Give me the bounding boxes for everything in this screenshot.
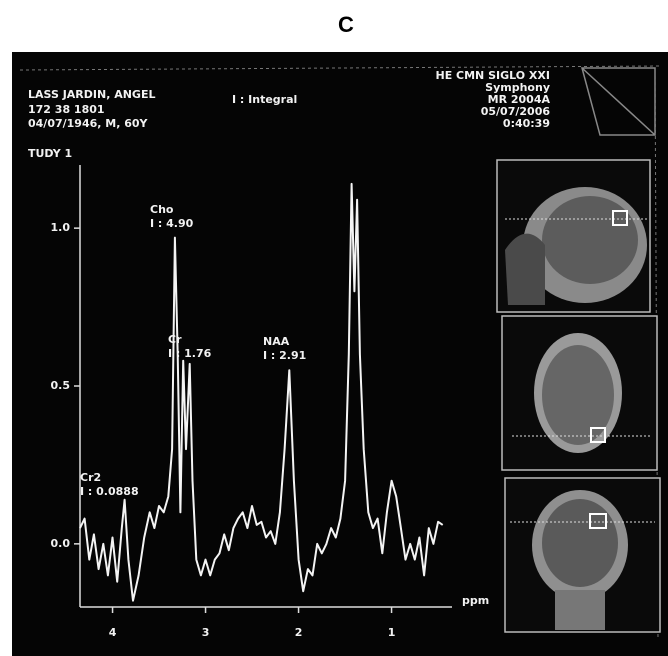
x-axis-label: ppm [462, 594, 489, 607]
peak-label: NAA [263, 335, 290, 348]
patient-id: 172 38 1801 [28, 103, 105, 116]
peak-integral: I : 4.90 [150, 217, 194, 230]
y-tick-label: 0.0 [51, 537, 71, 550]
time: 0:40:39 [503, 117, 550, 130]
axial-brain [542, 345, 614, 445]
peak-label: Cho [150, 203, 174, 216]
page: C LASS JARDIN, ANGEL 172 38 1801 04/07/1… [0, 0, 668, 656]
study: TUDY 1 [28, 147, 72, 160]
x-tick-label: 2 [295, 626, 303, 639]
patient-name: LASS JARDIN, ANGEL [28, 88, 156, 101]
x-tick-label: 4 [109, 626, 117, 639]
sagittal-brain [542, 196, 638, 284]
y-tick-label: 0.5 [51, 379, 71, 392]
peak-label: Cr [168, 333, 182, 346]
peak-label: Cr2 [80, 471, 101, 484]
coronal-brain [542, 499, 618, 587]
y-tick-label: 1.0 [51, 221, 71, 234]
patient-info: 04/07/1946, M, 60Y [28, 117, 149, 130]
x-tick-label: 3 [202, 626, 210, 639]
x-tick-label: 1 [388, 626, 396, 639]
peak-integral: I : 0.0888 [80, 485, 139, 498]
peak-integral: I : 2.91 [263, 349, 306, 362]
mri-thumbnails [497, 160, 660, 632]
mode: I : Integral [232, 93, 297, 106]
figure-label: C [338, 12, 354, 37]
peak-integral: I : 1.76 [168, 347, 212, 360]
coronal-neck [555, 590, 605, 630]
sagittal-face [505, 234, 545, 305]
